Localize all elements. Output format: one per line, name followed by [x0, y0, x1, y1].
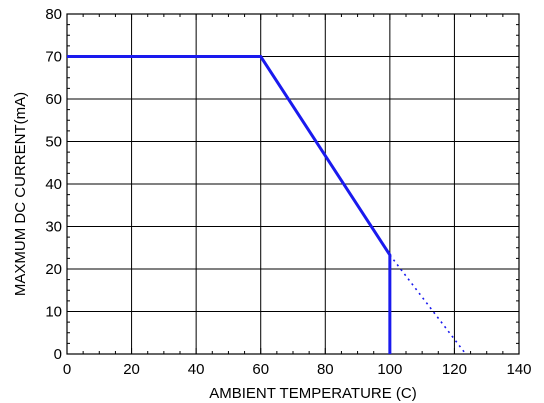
- x-tick-label: 100: [377, 361, 402, 378]
- y-tick-label: 30: [45, 219, 62, 236]
- y-axis-title: MAXMUM DC CURRENT(mA): [12, 92, 29, 296]
- x-tick-label: 20: [123, 361, 140, 378]
- x-axis-title: AMBIENT TEMPERATURE (C): [209, 385, 417, 402]
- x-tick-labels: 0 20 40 60 80 100 120 140: [63, 361, 532, 378]
- y-tick-label: 60: [45, 91, 62, 108]
- plot-frame: [66, 13, 520, 355]
- y-tick-label: 80: [45, 6, 62, 23]
- y-tick-label: 10: [45, 304, 62, 321]
- x-tick-label: 80: [317, 361, 334, 378]
- grid: [66, 13, 520, 355]
- y-tick-label: 70: [45, 49, 62, 66]
- y-tick-label: 50: [45, 134, 62, 151]
- x-tick-label: 120: [442, 361, 467, 378]
- x-tick-label: 140: [506, 361, 531, 378]
- x-tick-label: 60: [252, 361, 269, 378]
- x-tick-label: 0: [63, 361, 71, 378]
- y-tick-labels: 0 10 20 30 40 50 60 70 80: [45, 6, 62, 363]
- y-tick-label: 20: [45, 261, 62, 278]
- series-line-derating-curve: [67, 55, 392, 354]
- series-line-dotted-extension: [389, 254, 467, 355]
- y-tick-label: 0: [54, 346, 62, 363]
- y-tick-label: 40: [45, 176, 62, 193]
- x-tick-label: 40: [188, 361, 205, 378]
- series-group: [67, 55, 467, 355]
